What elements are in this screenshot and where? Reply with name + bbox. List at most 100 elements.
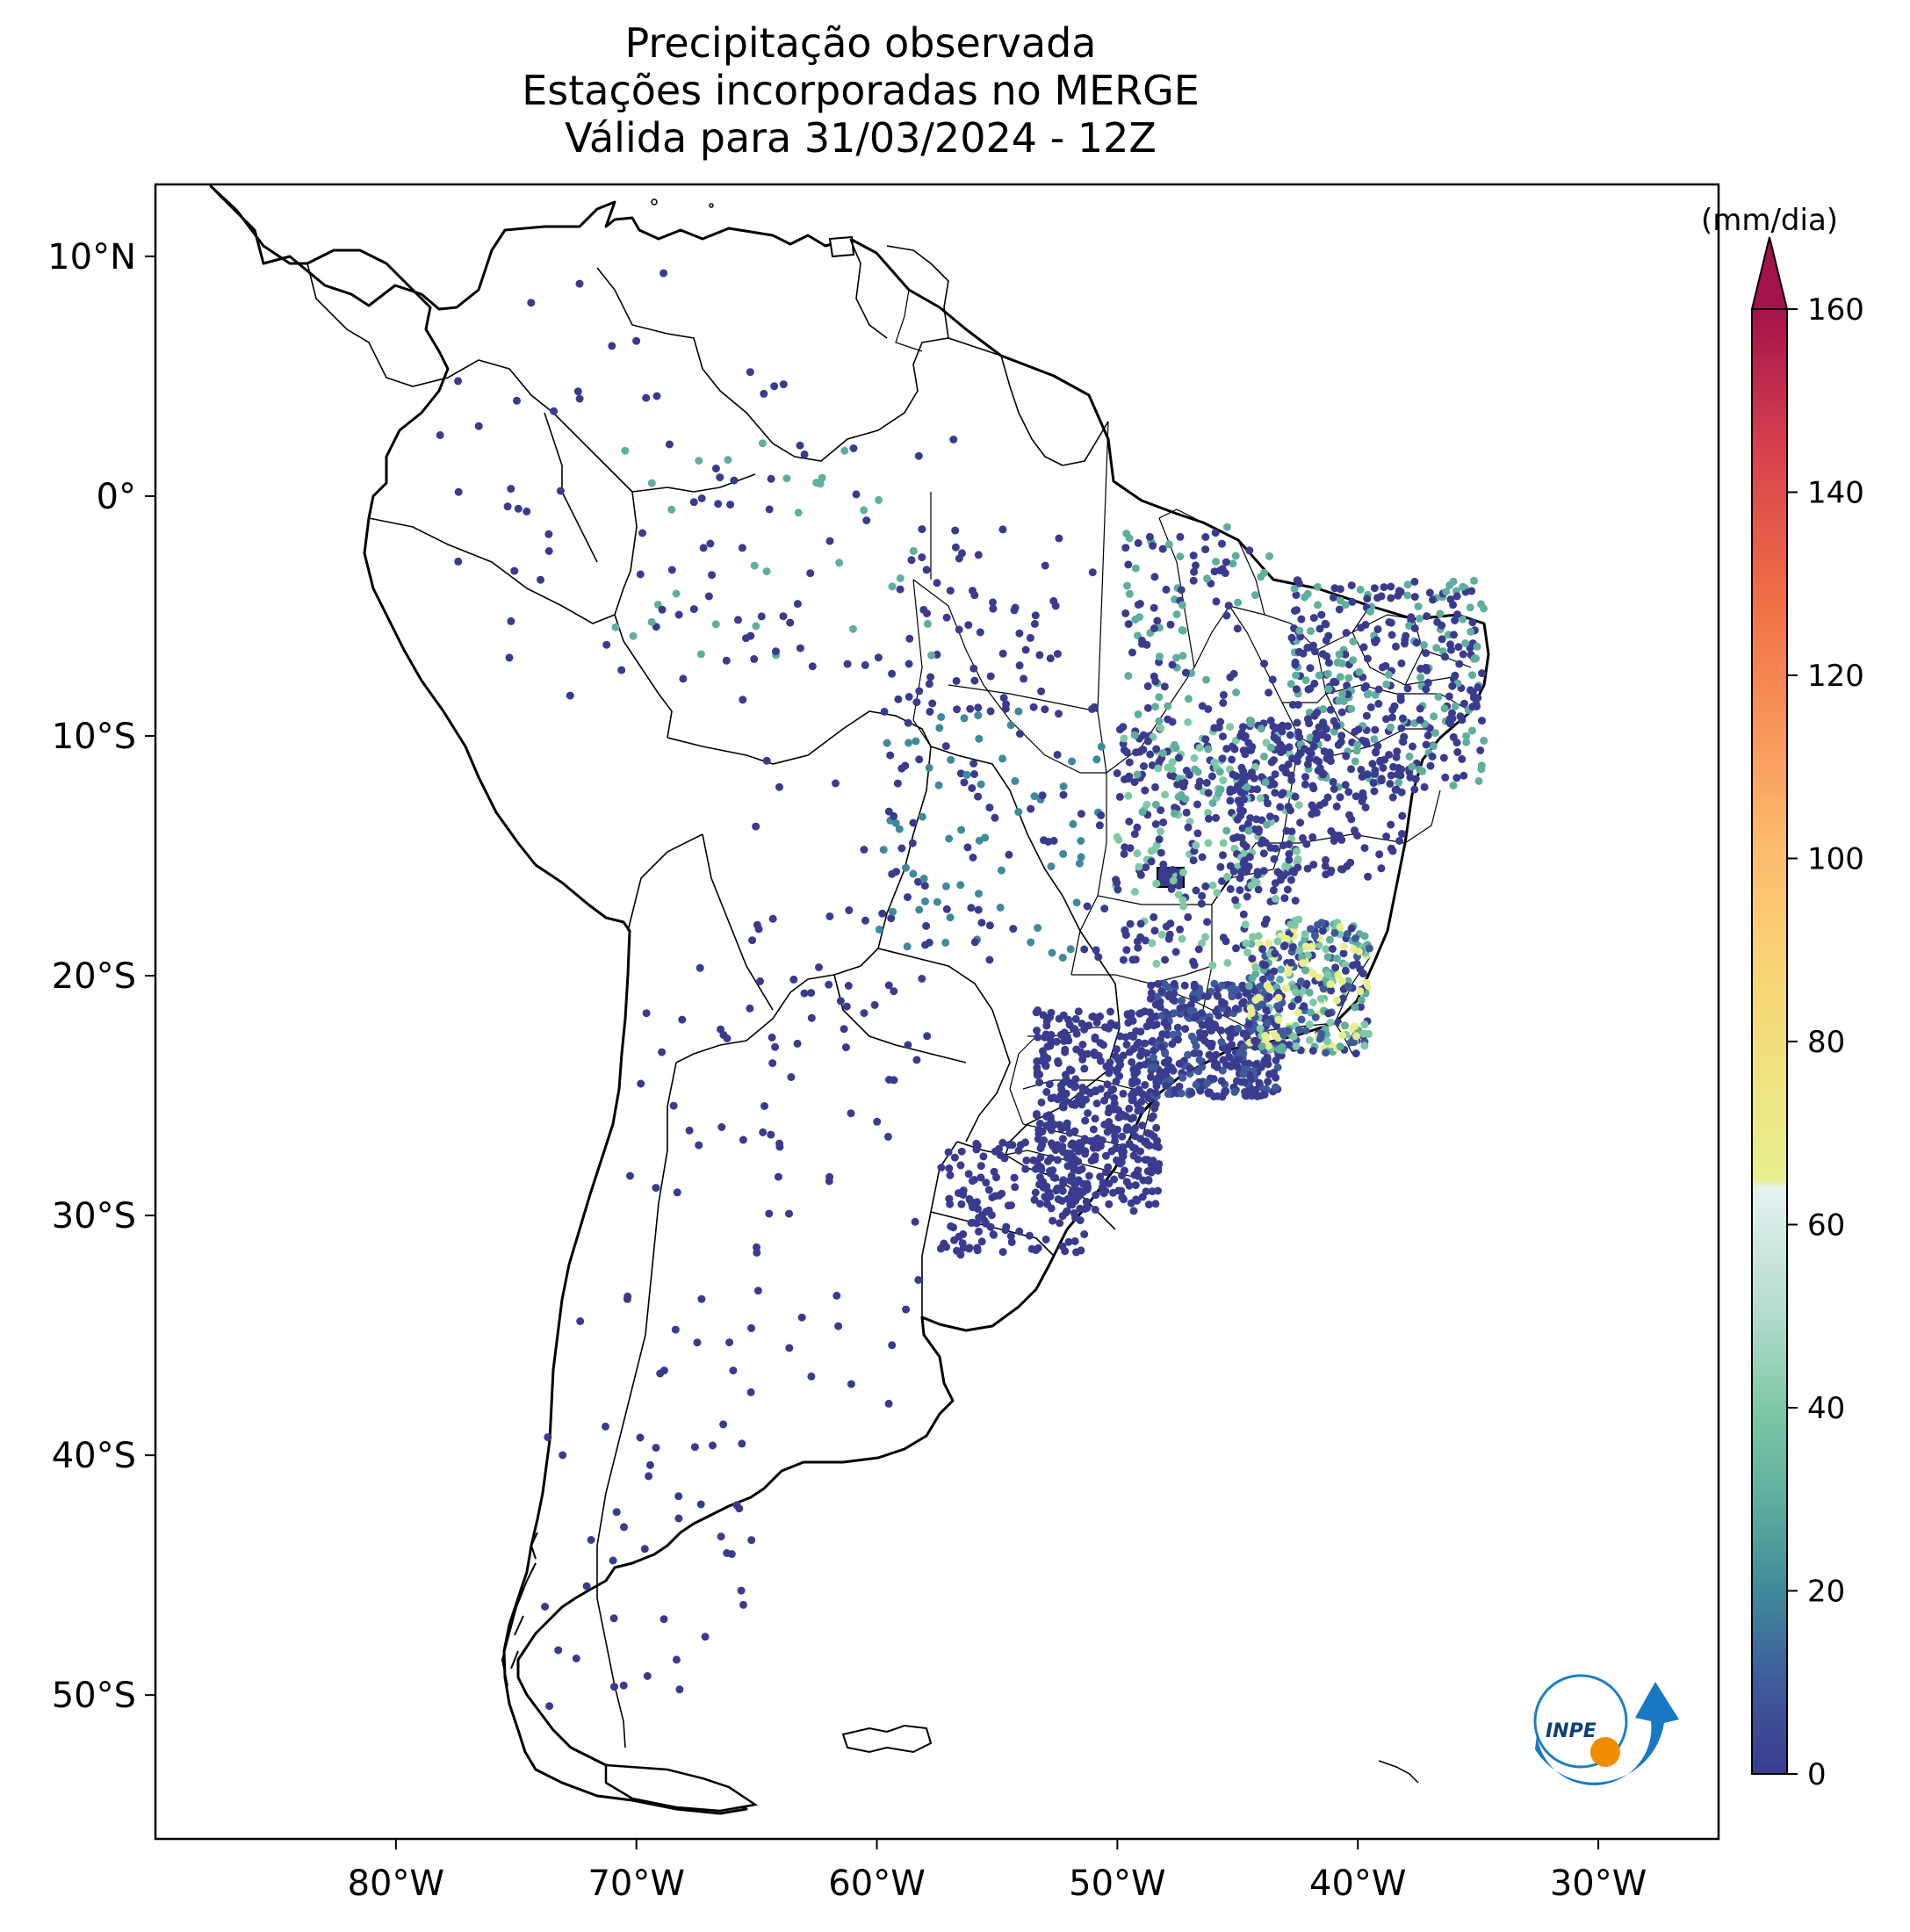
station-point — [1334, 970, 1343, 979]
station-point — [1315, 973, 1323, 982]
station-point — [1358, 797, 1366, 805]
station-point — [1086, 1137, 1095, 1145]
station-point — [1318, 926, 1327, 935]
station-point — [1064, 1237, 1073, 1246]
station-point — [966, 704, 975, 713]
station-point — [1370, 735, 1379, 744]
station-point — [632, 336, 641, 345]
station-point — [1236, 811, 1245, 820]
station-point — [760, 389, 768, 398]
station-point — [1456, 712, 1465, 721]
station-point — [1380, 583, 1388, 592]
station-point — [1294, 915, 1303, 924]
station-point — [695, 457, 703, 465]
station-point — [659, 1615, 668, 1624]
station-point — [942, 905, 951, 913]
colorbar-gradient — [1752, 309, 1787, 1774]
station-point — [1091, 1152, 1099, 1161]
station-point — [1166, 620, 1175, 629]
station-point — [1174, 890, 1183, 899]
station-point — [1135, 862, 1143, 871]
station-point — [884, 981, 893, 990]
station-point — [757, 612, 766, 621]
station-point — [998, 1138, 1007, 1147]
station-point — [1258, 960, 1267, 969]
station-point — [1096, 1172, 1105, 1181]
station-point — [1100, 1121, 1109, 1129]
station-point — [1130, 830, 1139, 839]
station-point — [1136, 933, 1145, 941]
station-point — [1125, 534, 1134, 543]
station-point — [1042, 1121, 1051, 1130]
station-point — [957, 1147, 966, 1156]
station-point — [1436, 609, 1445, 618]
station-point — [1241, 920, 1250, 929]
station-point — [1159, 860, 1168, 869]
station-point — [1455, 660, 1464, 668]
station-point — [1169, 876, 1178, 885]
station-point — [1134, 943, 1142, 952]
station-point — [1262, 915, 1271, 924]
station-point — [1337, 708, 1346, 717]
title-line-1: Precipitação observada — [624, 19, 1097, 67]
station-point — [1226, 723, 1235, 732]
station-point — [1134, 601, 1142, 609]
station-point — [1174, 753, 1183, 762]
station-point — [1184, 717, 1193, 726]
station-point — [1423, 612, 1431, 621]
station-point — [1090, 703, 1099, 711]
station-point — [679, 674, 688, 683]
station-point — [1061, 1045, 1070, 1054]
station-point — [1305, 719, 1314, 728]
station-point — [1397, 724, 1406, 732]
station-point — [1011, 1183, 1020, 1192]
station-point — [1146, 1072, 1155, 1081]
station-point — [1121, 926, 1129, 935]
station-point — [1311, 1013, 1320, 1021]
station-point — [1385, 618, 1394, 626]
station-point — [1129, 1151, 1138, 1160]
station-point — [621, 446, 630, 455]
station-point — [1395, 764, 1403, 772]
station-point — [1164, 540, 1173, 549]
station-point — [1121, 1166, 1128, 1175]
station-point — [1072, 898, 1081, 907]
station-point — [974, 551, 983, 559]
station-point — [1078, 1084, 1087, 1092]
station-point — [1305, 1036, 1314, 1044]
station-point — [1124, 620, 1133, 629]
station-point — [770, 382, 779, 391]
station-point — [800, 989, 809, 998]
station-point — [1459, 615, 1467, 624]
station-point — [1204, 1040, 1213, 1048]
station-point — [1147, 847, 1156, 855]
station-point — [1174, 1035, 1182, 1044]
station-point — [1299, 833, 1307, 842]
station-point — [1060, 1028, 1069, 1037]
station-point — [889, 907, 897, 916]
station-point — [1136, 919, 1145, 928]
station-point — [667, 505, 676, 514]
station-point — [1347, 704, 1356, 713]
station-point — [1309, 742, 1318, 751]
station-point — [1410, 593, 1419, 602]
station-point — [1357, 996, 1366, 1005]
station-point — [1069, 819, 1078, 828]
station-point — [835, 559, 844, 567]
station-point — [1059, 790, 1068, 799]
station-point — [1377, 775, 1386, 783]
station-point — [1408, 762, 1416, 771]
station-point — [956, 881, 965, 890]
station-point — [510, 566, 519, 575]
station-point — [1197, 899, 1206, 908]
station-point — [1032, 1246, 1041, 1255]
station-point — [1122, 1126, 1131, 1135]
station-point — [1164, 715, 1172, 724]
station-point — [1395, 778, 1403, 787]
station-point — [1189, 856, 1198, 865]
station-point — [1375, 850, 1384, 859]
station-point — [1034, 924, 1042, 933]
x-tick-label: 30°W — [1550, 1864, 1647, 1904]
station-point — [1164, 1030, 1171, 1039]
station-point — [880, 707, 889, 716]
